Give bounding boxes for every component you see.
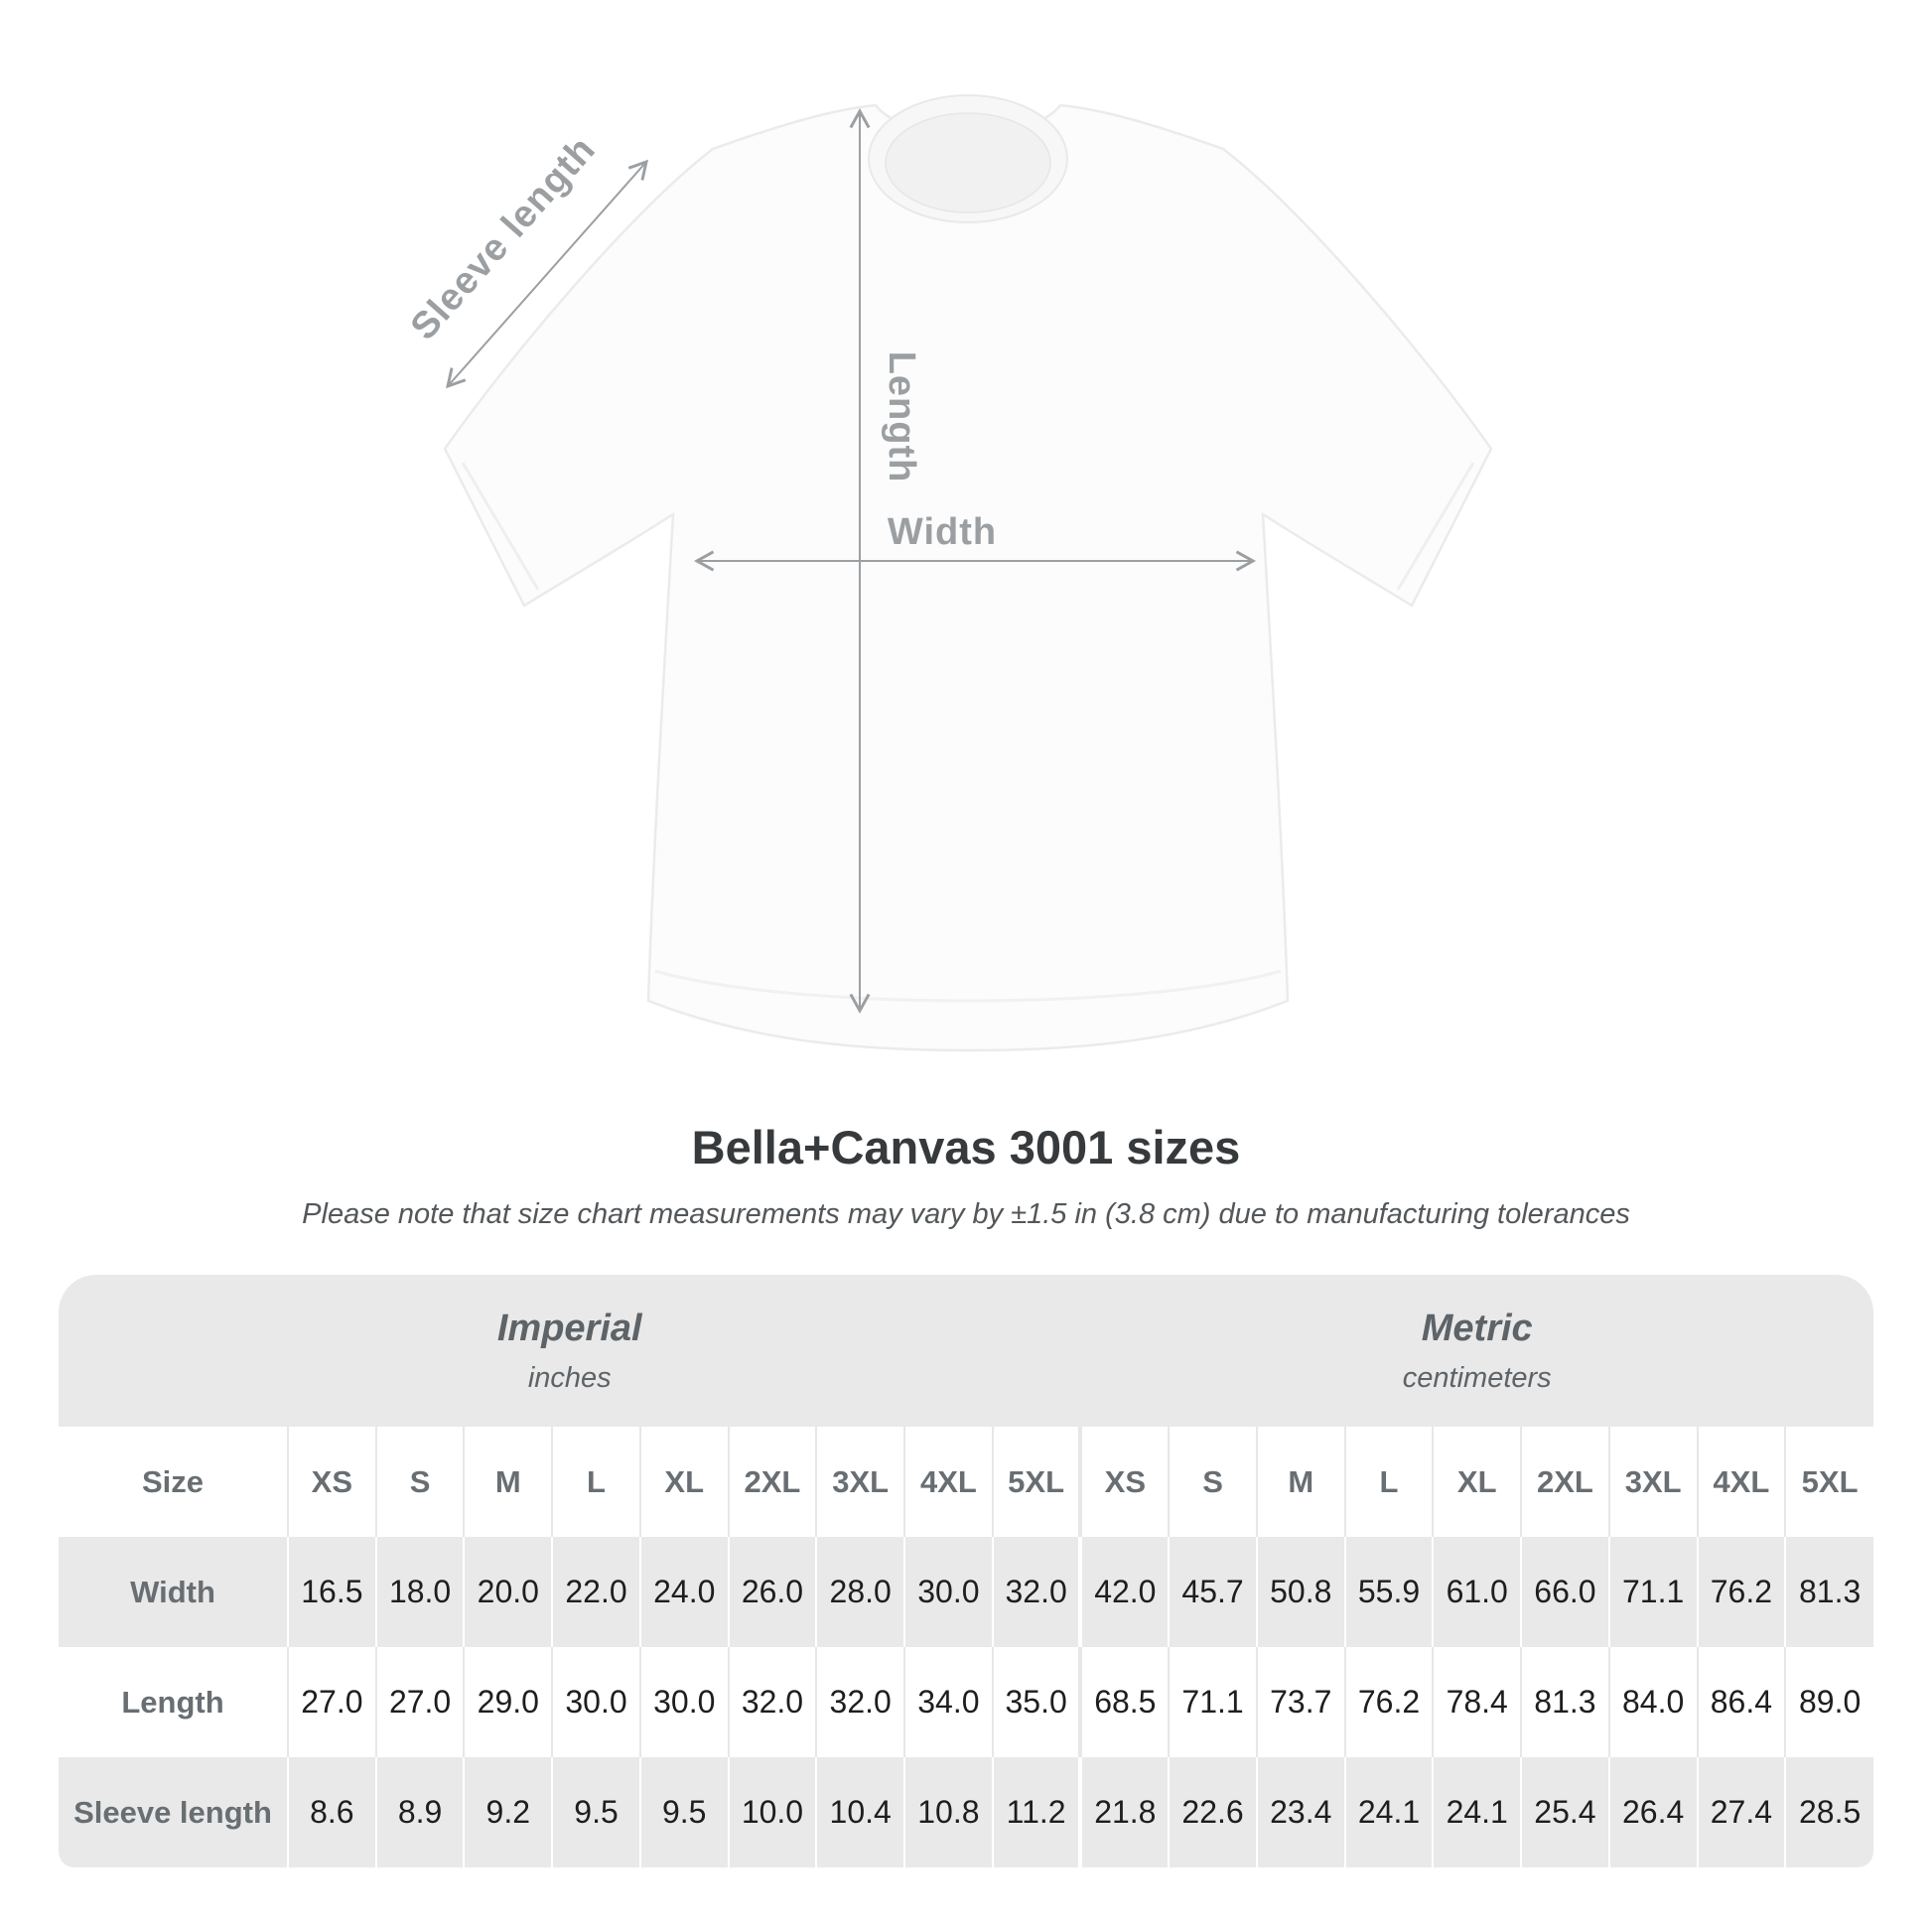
measurement-value-cell: 9.5: [551, 1757, 640, 1867]
measurement-value-cell: 32.0: [991, 1537, 1081, 1647]
size-column-header: XS: [1078, 1427, 1170, 1537]
measurement-value-cell: 20.0: [463, 1537, 553, 1647]
measurement-value-cell: 10.8: [903, 1757, 993, 1867]
neck-opening: [885, 112, 1051, 213]
measurement-value-cell: 8.9: [374, 1757, 465, 1867]
size-table: Imperial inches Metric centimeters Size …: [59, 1275, 1873, 1867]
measurement-value-cell: 27.4: [1696, 1757, 1786, 1867]
measurement-value-cell: 84.0: [1607, 1647, 1698, 1757]
measurement-value-cell: 35.0: [991, 1647, 1081, 1757]
sleeve-length-arrow: [445, 159, 649, 389]
measurement-value-cell: 28.0: [815, 1537, 905, 1647]
size-column-header: 2XL: [727, 1427, 817, 1537]
size-column-header: 5XL: [991, 1427, 1081, 1537]
measurement-value-cell: 24.1: [1343, 1757, 1434, 1867]
length-label: Length: [881, 351, 922, 483]
measurement-value-cell: 86.4: [1696, 1647, 1786, 1757]
measurement-value-cell: 30.0: [551, 1647, 640, 1757]
measurement-value-cell: 28.5: [1784, 1757, 1873, 1867]
measurement-value-cell: 81.3: [1784, 1537, 1873, 1647]
measurement-value-cell: 16.5: [287, 1537, 376, 1647]
measurement-value-cell: 24.0: [638, 1537, 729, 1647]
row-label-cell: Length: [59, 1647, 288, 1757]
measurement-value-cell: 10.0: [727, 1757, 817, 1867]
measurement-value-cell: 11.2: [991, 1757, 1081, 1867]
measurement-value-cell: 34.0: [903, 1647, 993, 1757]
size-column-header: 3XL: [1607, 1427, 1698, 1537]
tshirt-measurement-diagram: Sleeve length Length Width: [403, 94, 1493, 1052]
measurement-value-cell: 32.0: [727, 1647, 817, 1757]
measurement-value-cell: 26.4: [1607, 1757, 1698, 1867]
width-row: Width 16.5 18.0 20.0 22.0 24.0 26.0 28.0…: [59, 1537, 1873, 1647]
size-column-header: M: [1255, 1427, 1345, 1537]
size-corner-header: Size: [59, 1427, 288, 1537]
row-label-cell: Sleeve length: [59, 1757, 288, 1867]
measurement-value-cell: 9.5: [638, 1757, 729, 1867]
measurement-value-cell: 9.2: [463, 1757, 553, 1867]
size-column-header: XL: [638, 1427, 729, 1537]
measurement-value-cell: 42.0: [1078, 1537, 1170, 1647]
length-row: Length 27.0 27.0 29.0 30.0 30.0 32.0 32.…: [59, 1647, 1873, 1757]
measurement-value-cell: 71.1: [1607, 1537, 1698, 1647]
measurement-value-cell: 23.4: [1255, 1757, 1345, 1867]
measurement-value-cell: 68.5: [1078, 1647, 1170, 1757]
measurement-value-cell: 30.0: [638, 1647, 729, 1757]
size-column-header: S: [374, 1427, 465, 1537]
size-column-header: L: [551, 1427, 640, 1537]
measurement-value-cell: 71.1: [1168, 1647, 1257, 1757]
size-column-header: M: [463, 1427, 553, 1537]
size-column-header: 4XL: [903, 1427, 993, 1537]
measurement-value-cell: 8.6: [287, 1757, 376, 1867]
measurement-value-cell: 18.0: [374, 1537, 465, 1647]
measurement-value-cell: 76.2: [1343, 1647, 1434, 1757]
width-label: Width: [888, 511, 997, 553]
imperial-group-header: Imperial inches: [59, 1275, 1081, 1427]
measurement-value-cell: 76.2: [1696, 1537, 1786, 1647]
size-column-header: 3XL: [815, 1427, 905, 1537]
metric-group-unit: centimeters: [1402, 1361, 1552, 1394]
measurement-value-cell: 10.4: [815, 1757, 905, 1867]
page-subtitle: Please note that size chart measurements…: [302, 1198, 1630, 1230]
metric-group-header: Metric centimeters: [1080, 1275, 1873, 1427]
size-column-header: S: [1168, 1427, 1257, 1537]
measurement-value-cell: 55.9: [1343, 1537, 1434, 1647]
size-column-header: XL: [1432, 1427, 1522, 1537]
measurement-value-cell: 26.0: [727, 1537, 817, 1647]
measurement-value-cell: 22.0: [551, 1537, 640, 1647]
size-column-header: XS: [287, 1427, 376, 1537]
measurement-value-cell: 21.8: [1078, 1757, 1170, 1867]
measurement-value-cell: 78.4: [1432, 1647, 1522, 1757]
size-column-header: 5XL: [1784, 1427, 1873, 1537]
measurement-value-cell: 45.7: [1168, 1537, 1257, 1647]
measurement-value-cell: 27.0: [374, 1647, 465, 1757]
measurement-value-cell: 81.3: [1520, 1647, 1609, 1757]
size-column-header: L: [1343, 1427, 1434, 1537]
size-header-row: Size XS S M L XL 2XL 3XL 4XL 5XL XS S M …: [59, 1427, 1873, 1537]
measurement-value-cell: 73.7: [1255, 1647, 1345, 1757]
unit-group-row: Imperial inches Metric centimeters: [59, 1275, 1873, 1427]
size-column-header: 4XL: [1696, 1427, 1786, 1537]
size-column-header: 2XL: [1520, 1427, 1609, 1537]
measurement-value-cell: 24.1: [1432, 1757, 1522, 1867]
measurement-value-cell: 25.4: [1520, 1757, 1609, 1867]
measurement-value-cell: 29.0: [463, 1647, 553, 1757]
measurement-value-cell: 27.0: [287, 1647, 376, 1757]
metric-group-title: Metric: [1421, 1307, 1533, 1349]
measurement-value-cell: 89.0: [1784, 1647, 1873, 1757]
sleeve-length-row: Sleeve length 8.6 8.9 9.2 9.5 9.5 10.0 1…: [59, 1757, 1873, 1867]
measurement-value-cell: 66.0: [1520, 1537, 1609, 1647]
measurement-value-cell: 50.8: [1255, 1537, 1345, 1647]
measurement-value-cell: 32.0: [815, 1647, 905, 1757]
measurement-value-cell: 30.0: [903, 1537, 993, 1647]
measurement-value-cell: 22.6: [1168, 1757, 1257, 1867]
imperial-group-unit: inches: [527, 1361, 612, 1394]
measurement-value-cell: 61.0: [1432, 1537, 1522, 1647]
page-title: Bella+Canvas 3001 sizes: [691, 1121, 1241, 1173]
row-label-cell: Width: [59, 1537, 288, 1647]
tshirt-graphic: [443, 94, 1493, 1052]
imperial-group-title: Imperial: [496, 1307, 642, 1349]
